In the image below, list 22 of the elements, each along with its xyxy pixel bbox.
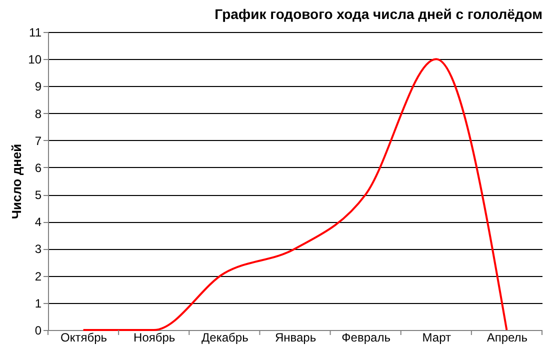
y-tick-label: 0 [34,324,42,338]
x-tick-label: Октябрь [60,330,108,344]
x-tick-label: Февраль [342,330,390,344]
chart-title: График годового хода числа дней с гололёдом [214,6,542,22]
x-tick-label: Апрель [486,330,528,344]
x-tick-label: Март [422,330,452,344]
y-tick-label: 8 [34,106,42,121]
y-tick-label: 9 [34,80,42,94]
y-tick-label: 3 [34,242,42,256]
y-tick-label: 1 [34,296,42,310]
x-tick-label: Ноябрь [134,330,176,344]
y-tick-label: 4 [34,215,42,230]
y-tick-label: 2 [34,269,42,284]
y-tick-label: 7 [34,134,42,148]
y-tick-label: 6 [34,160,42,175]
x-tick-label: Январь [274,330,316,344]
y-tick-label: 11 [29,26,42,40]
y-tick-label: 10 [28,52,42,67]
x-tick-label: Декабрь [202,330,248,344]
line-series [82,58,508,331]
y-axis-title: Число дней [9,144,24,220]
y-tick-label: 5 [34,188,42,202]
